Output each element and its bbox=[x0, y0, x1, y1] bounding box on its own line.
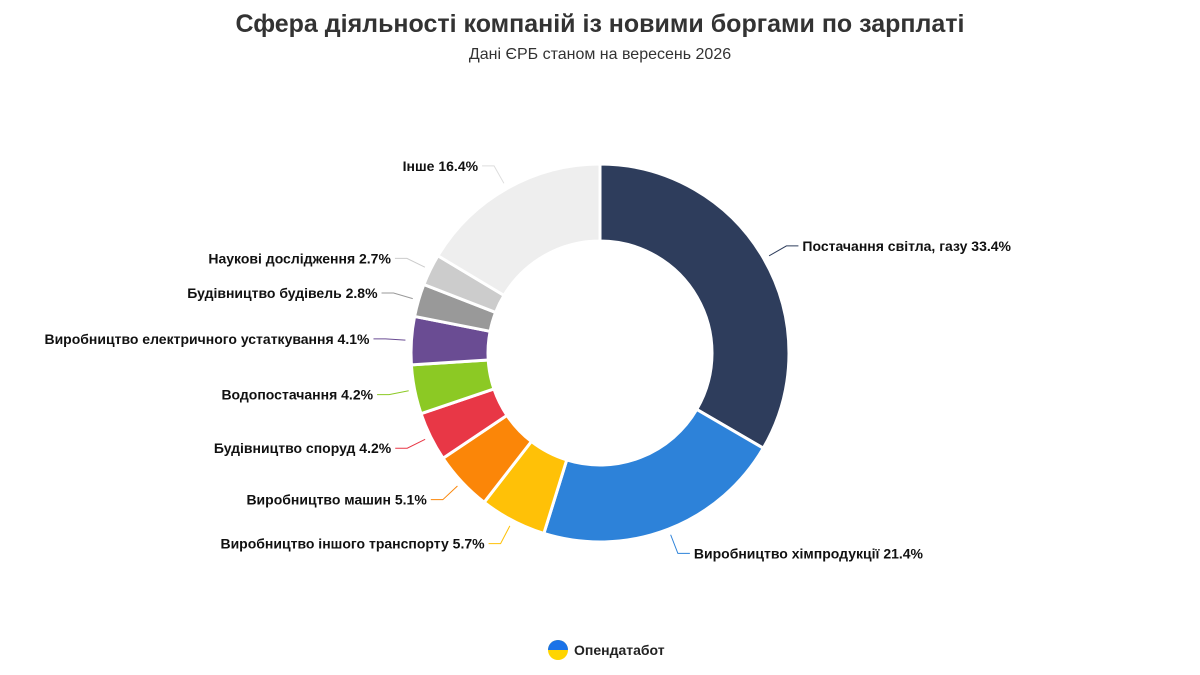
slices-group bbox=[409, 162, 791, 544]
slice-9[interactable] bbox=[436, 162, 602, 297]
leader-line-9 bbox=[482, 165, 505, 184]
data-label-7: Будівництво будівель 2.8% bbox=[187, 285, 378, 301]
slice-1[interactable] bbox=[542, 407, 765, 544]
opendatabot-logo-icon bbox=[548, 640, 568, 660]
chart-title: Сфера діяльності компаній із новими борг… bbox=[235, 10, 965, 38]
data-label-3: Виробництво машин 5.1% bbox=[246, 492, 427, 508]
data-label-9: Інше 16.4% bbox=[403, 158, 479, 174]
data-label-8: Наукові дослідження 2.7% bbox=[208, 250, 391, 266]
leader-line-8 bbox=[394, 257, 426, 268]
leader-line-1 bbox=[670, 534, 690, 554]
data-labels-group: Постачання світла, газу 33.4% Виробництво… bbox=[44, 158, 1011, 561]
chart-subtitle: Дані ЄРБ станом на вересень 2026 bbox=[468, 46, 732, 63]
data-label-2: Виробництво іншого транспорту 5.7% bbox=[220, 536, 485, 552]
leader-lines-group bbox=[373, 165, 799, 554]
leader-line-4 bbox=[395, 438, 426, 449]
slice-0[interactable] bbox=[598, 162, 791, 450]
data-label-1: Виробництво хімпродукції 21.4% bbox=[694, 545, 924, 561]
leader-line-5 bbox=[377, 390, 409, 396]
leader-line-2 bbox=[488, 525, 511, 545]
data-label-0: Постачання світла, газу 33.4% bbox=[802, 238, 1011, 254]
footer-brand: Опендатабот bbox=[548, 640, 665, 660]
data-label-6: Виробництво електричного устаткування 4.… bbox=[44, 331, 370, 347]
leader-line-3 bbox=[430, 485, 458, 501]
leader-line-6 bbox=[373, 338, 406, 341]
leader-line-0 bbox=[768, 245, 799, 257]
leader-line-7 bbox=[381, 292, 413, 300]
data-label-5: Водопостачання 4.2% bbox=[221, 387, 373, 403]
brand-name: Опендатабот bbox=[574, 642, 665, 658]
data-label-4: Будівництво споруд 4.2% bbox=[214, 440, 392, 456]
